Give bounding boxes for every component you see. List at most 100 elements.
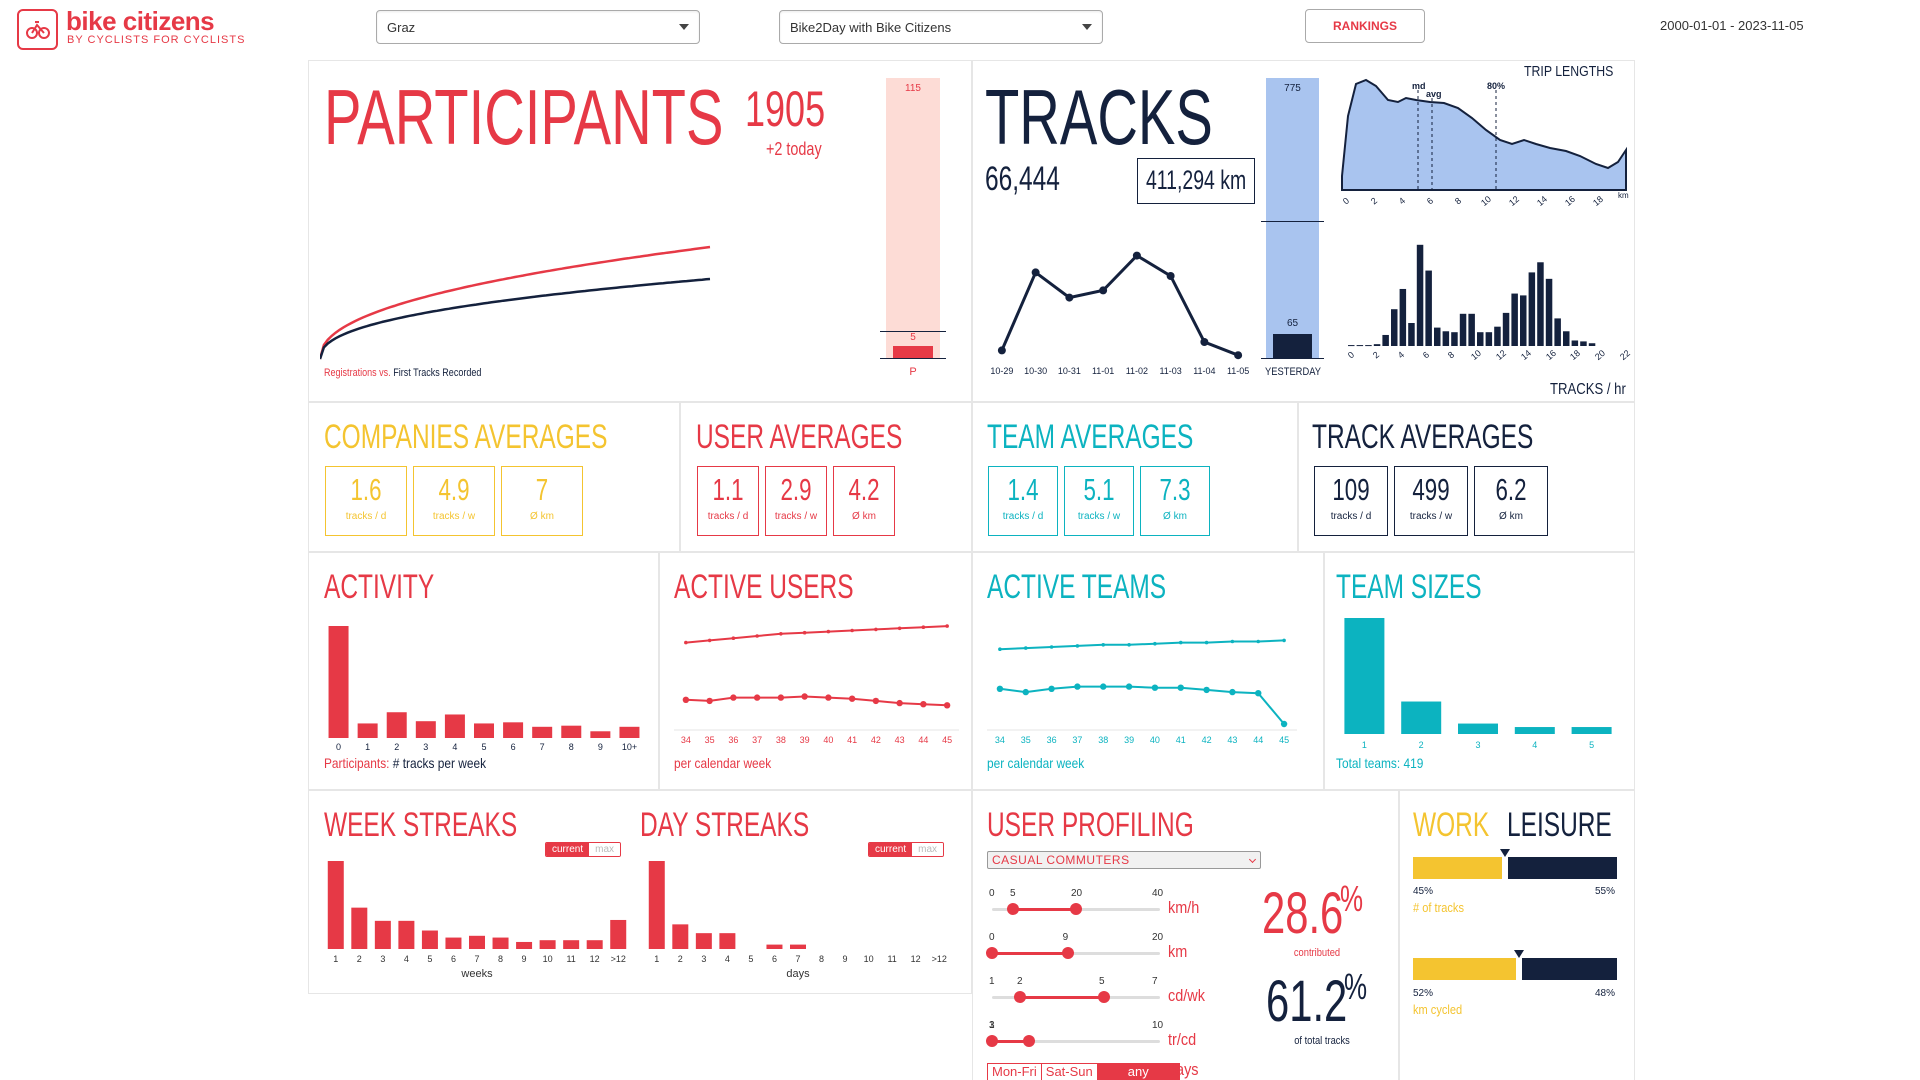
logo-text: bike citizens [66,6,215,36]
slider-unit: tr/cd [1168,1030,1197,1049]
registrations-line [320,245,711,360]
active-users-point [943,702,951,709]
hour-bar [1382,334,1389,346]
tracks-bar-label: YESTERDAY [1265,366,1321,378]
active-users-point [896,699,903,707]
slider-max-label: 10 [1152,1020,1164,1031]
team-sizes-chart [1344,618,1612,734]
active-users-point [755,634,759,638]
week-streak-tick: 4 [403,954,409,964]
hour-bar [1528,272,1536,346]
active-teams-caption: per calendar week [987,755,1085,771]
chevron-down-icon [1082,24,1092,30]
leisure-title: LEISURE [1507,806,1612,844]
active-teams-tick: 34 [994,735,1005,745]
days-any[interactable]: any [1097,1064,1179,1080]
day-streak-bar [672,924,689,949]
day-streaks-current[interactable]: current [869,843,913,856]
active-users-title: ACTIVE USERS [674,568,854,606]
slider-handle-min[interactable] [1014,991,1026,1003]
activity-bar [386,712,407,738]
profile-select[interactable]: CASUAL COMMUTERS [987,851,1261,869]
activity-bar [590,731,611,738]
active-users-bottom-line [685,695,948,707]
active-users-tick: 38 [775,735,786,745]
users-panel [680,402,972,552]
activity-tick: 1 [365,742,371,752]
activity-tick: 9 [597,742,603,752]
trip-80-label: 80% [1487,81,1506,91]
week-streak-bar [610,919,627,949]
slider-min-label: 0 [989,888,995,899]
work-segment [1413,857,1502,879]
day-streaks-chart [648,861,806,949]
week-streaks-toggle[interactable]: current max [545,842,622,857]
days-mon-fri[interactable]: Mon-Fri [988,1064,1042,1080]
tracks-per-hour-title: TRACKS / hr [1550,381,1626,398]
rankings-button[interactable]: RANKINGS [1305,9,1425,43]
team-sizes-panel [1324,552,1635,790]
city-select[interactable]: Graz [376,10,700,44]
average-box: 1.6 tracks / d [325,466,407,536]
slider-handle-max[interactable] [1098,991,1110,1003]
work-segment [1413,958,1517,980]
slider-handle-max[interactable] [1061,947,1074,959]
days-selector[interactable]: Mon-Fri Sat-Sun any [987,1063,1180,1080]
campaign-select[interactable]: Bike2Day with Bike Citizens [779,10,1103,44]
hour-bar [1537,262,1544,346]
active-teams-top-line [999,639,1285,651]
week-streak-tick: 3 [380,954,386,964]
activity-tick: 6 [510,742,516,752]
active-teams-tick: 44 [1253,735,1264,745]
activity-tick: 4 [452,742,458,752]
daily-tracks-point [1132,251,1141,260]
slider-range [1020,996,1104,999]
hour-bar [1511,293,1518,346]
activity-tick: 7 [539,742,545,752]
day-streaks-axis: 1 2 3 4 5 6 7 8 9 10 11 12 >12 [645,954,951,968]
average-value: 5.1 [1083,472,1115,507]
active-users-point [825,694,832,701]
tracks-bar-marker [1261,221,1324,222]
team-sizes-title: TEAM SIZES [1336,568,1482,606]
slider-a-label: 3 [989,1020,995,1031]
average-box: 109 tracks / d [1314,466,1388,536]
week-streak-bar [327,861,344,949]
days-label: days [1168,1060,1199,1079]
week-streaks-max[interactable]: max [589,843,621,856]
hour-bar [1554,318,1561,346]
average-unit: tracks / w [432,511,476,522]
slider-handle-max[interactable] [1023,1035,1036,1047]
slider-handle-max[interactable] [1070,903,1082,915]
slider-min-label: 1 [989,1020,995,1031]
companies-averages-title: COMPANIES AVERAGES [324,418,608,456]
slider-handle-min[interactable] [986,1035,998,1047]
day-streaks-max[interactable]: max [912,843,944,856]
active-users-axis: 34 35 36 37 38 39 40 41 42 43 44 45 [674,735,959,749]
week-streak-bar [469,935,485,949]
average-value: 7 [535,472,549,507]
work-leisure-panel [1399,790,1635,1080]
average-value: 4.2 [848,472,880,507]
slider-handle-min[interactable] [986,947,998,959]
average-value: 1.4 [1007,472,1039,507]
team-size-tick: 4 [1532,740,1538,750]
week-streaks-current[interactable]: current [546,843,590,856]
tracks-panel [972,60,1635,402]
hour-bar [1502,312,1510,346]
day-streaks-toggle[interactable]: current max [868,842,945,857]
day-streak-tick: >12 [931,954,947,964]
activity-axis: 0 1 2 3 4 5 6 7 8 9 10+ [324,742,644,756]
week-streaks-axis: 1 2 3 4 5 6 7 8 9 10 11 12 >12 [324,954,630,968]
slider-handle-min[interactable] [1007,903,1019,915]
days-sat-sun[interactable]: Sat-Sun [1042,1064,1098,1080]
daily-tracks-line [1000,253,1239,357]
week-streak-tick: 7 [474,954,480,964]
active-users-point [848,695,856,702]
active-users-point [684,640,688,645]
active-users-point [731,636,736,640]
average-unit: tracks / w [1077,511,1121,522]
active-users-tick: 43 [894,735,905,745]
week-streak-tick: 9 [521,954,527,964]
week-streak-bar [492,937,509,949]
